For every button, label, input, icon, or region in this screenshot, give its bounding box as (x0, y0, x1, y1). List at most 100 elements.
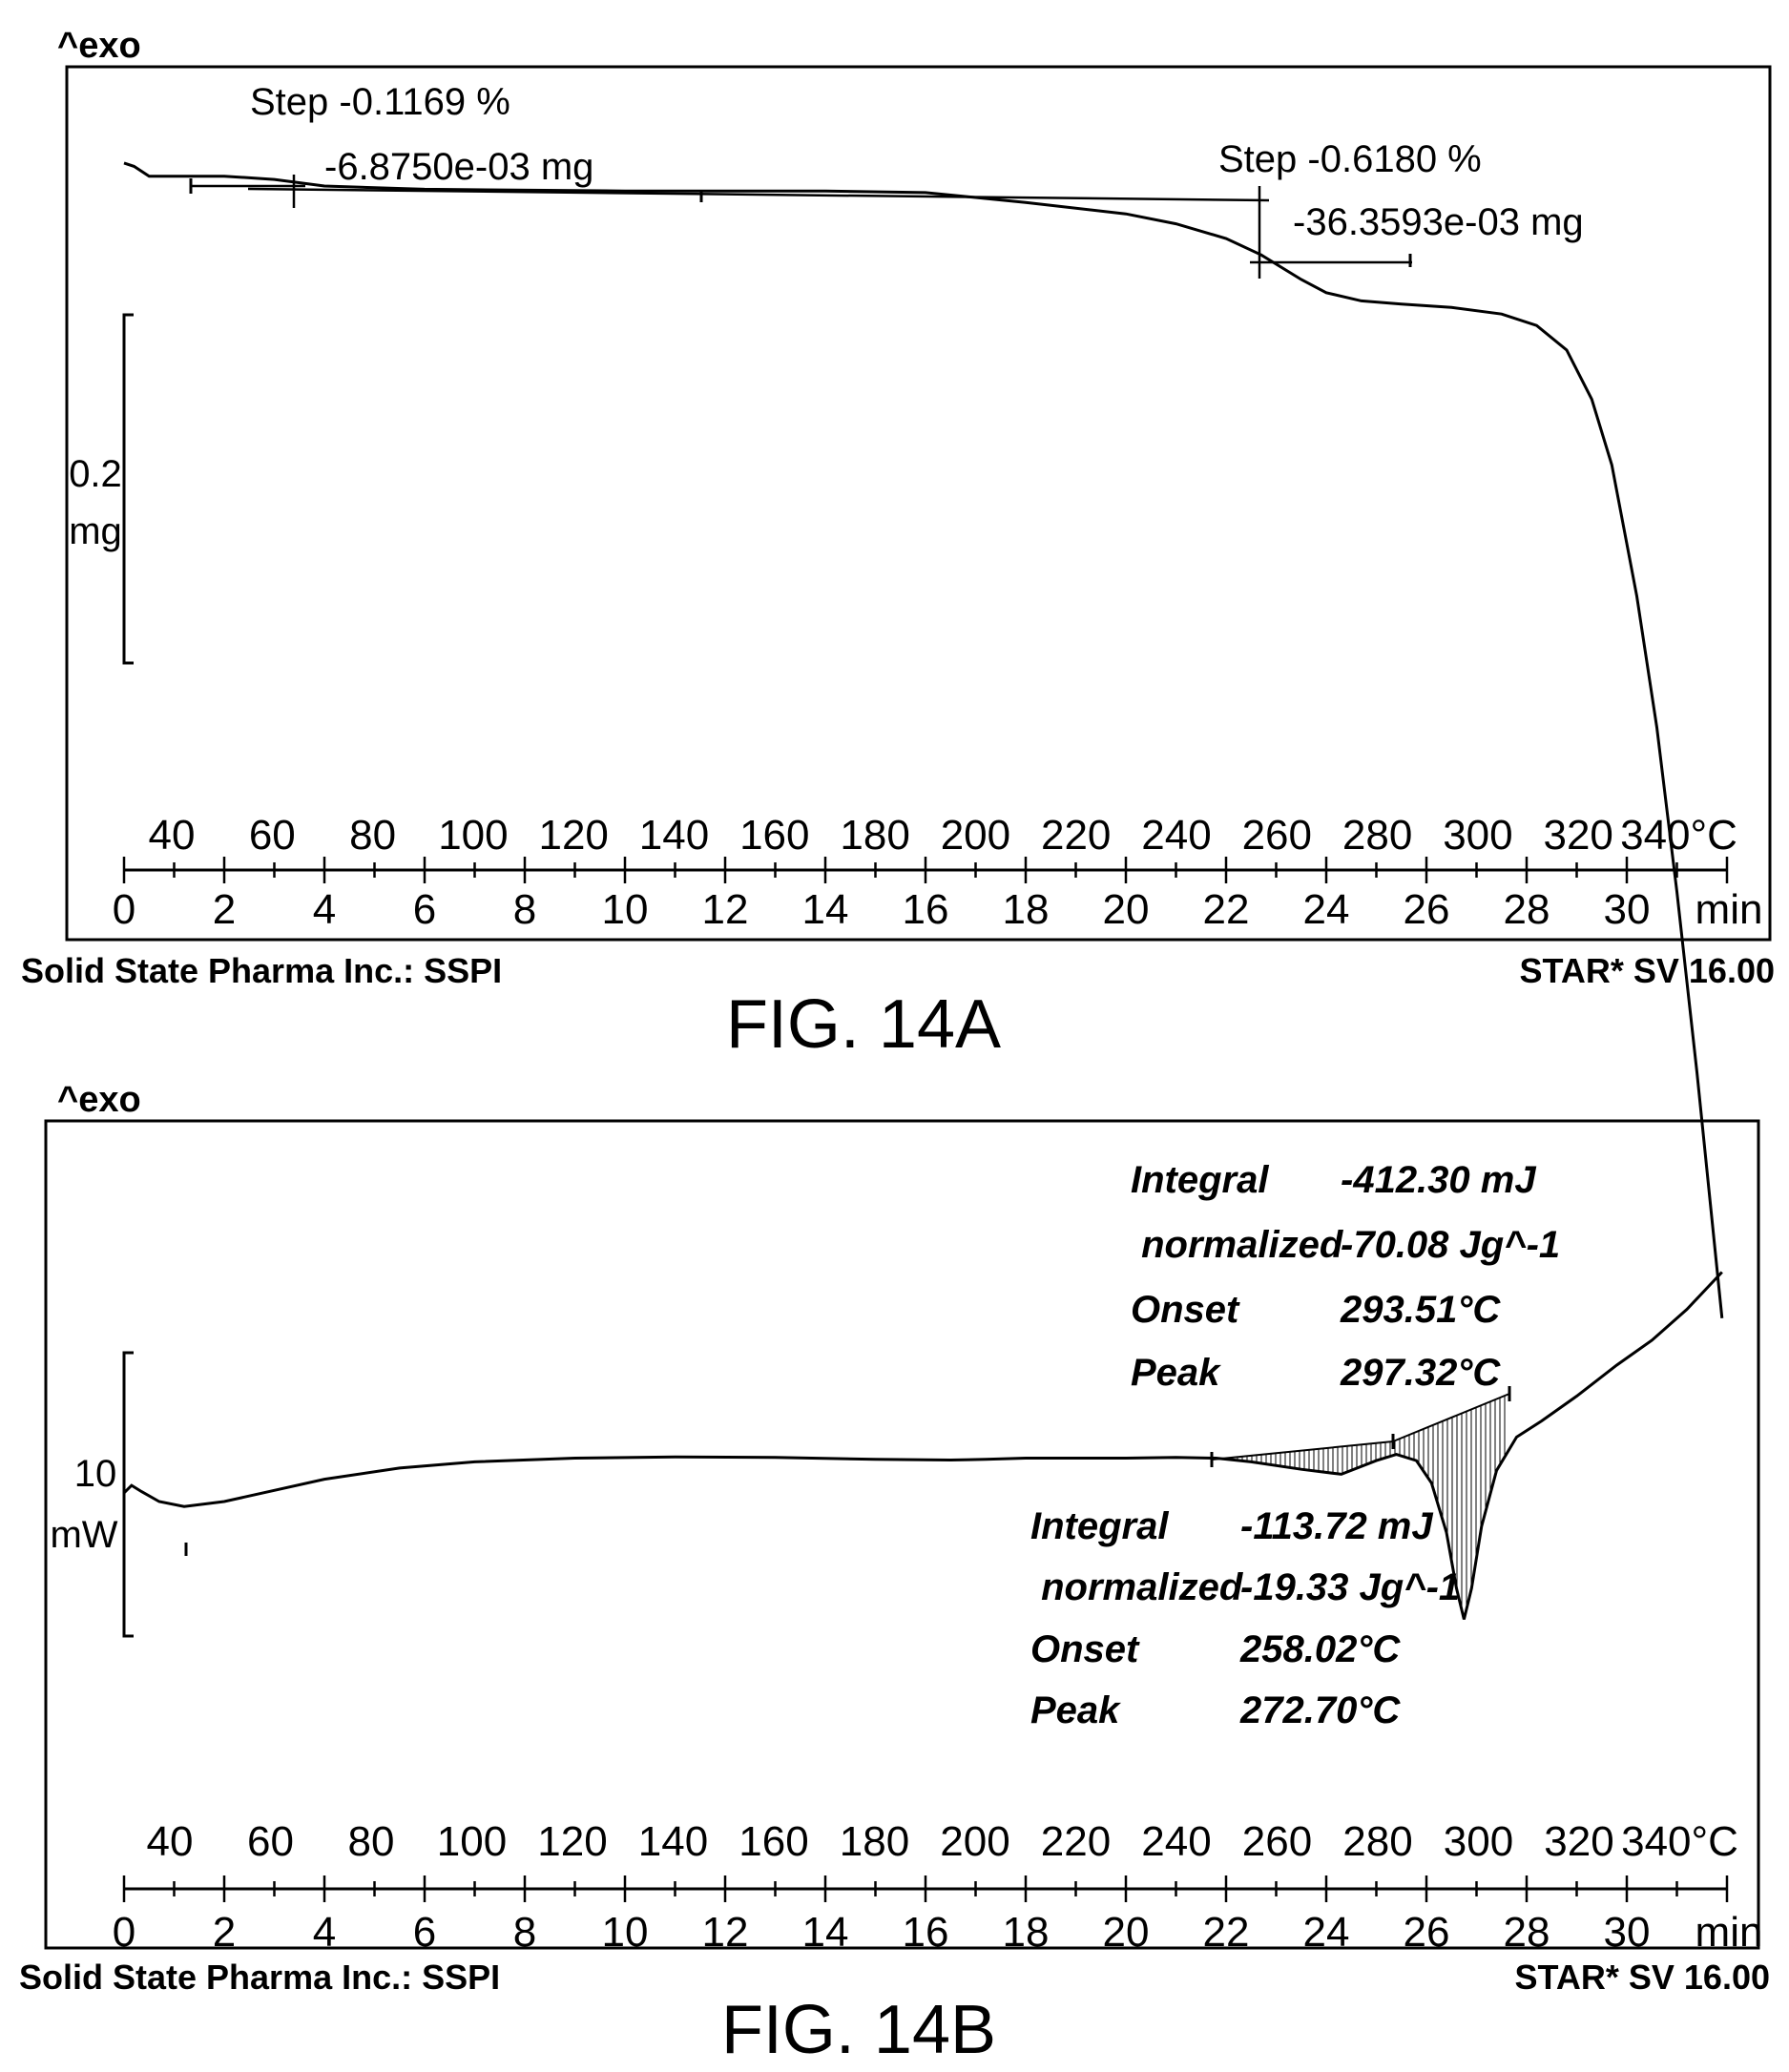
step-construction-lines-a (191, 175, 1412, 279)
a-time-tick-label: 16 (903, 886, 949, 933)
integration-limit-markers-a (189, 178, 1412, 267)
b-time-tick-label: 6 (413, 1909, 436, 1956)
b-temp-tick-label: 160 (738, 1818, 808, 1865)
b-time-tick-label: 12 (702, 1909, 749, 1956)
scale-bar-a: 0.2 mg (69, 313, 134, 665)
b-temp-tick-label: 320 (1544, 1818, 1613, 1865)
footer-left-b: Solid State Pharma Inc.: SSPI (19, 1958, 500, 1997)
b-temp-tick-label: 180 (840, 1818, 909, 1865)
peak-2-onset-value: 258.02°C (1239, 1628, 1401, 1670)
a-temp-tick-label: 40 (149, 812, 196, 859)
chart-14a: ^exo 0.2 mg Step -0.1169 % -6.8750e-03 m… (21, 26, 1775, 1318)
plot-frame-b (44, 1119, 1760, 1950)
footer-right-b: STAR* SV 16.00 (1515, 1958, 1770, 1997)
a-time-tick-label: 22 (1203, 886, 1250, 933)
a-time-tick-label: 18 (1003, 886, 1050, 933)
peak-1-onset-label: Onset (1131, 1289, 1240, 1331)
footer-left-a: Solid State Pharma Inc.: SSPI (21, 951, 502, 990)
b-time-tick-label: 4 (313, 1909, 336, 1956)
chart-14b: ^exo 10 mW Integral -412.30 mJ normalize (19, 1080, 1770, 2068)
a-time-tick-label: 26 (1404, 886, 1450, 933)
b-temp-tick-label: 200 (940, 1818, 1009, 1865)
a-temp-tick-label: 240 (1141, 812, 1211, 859)
a-temp-tick-label: 180 (840, 812, 909, 859)
a-temp-tick-label: 220 (1041, 812, 1111, 859)
b-temp-tick-label: 120 (537, 1818, 607, 1865)
a-temp-tick-label: 140 (639, 812, 709, 859)
step-annotation-2: Step -0.6180 % -36.3593e-03 mg (1218, 138, 1584, 243)
b-temp-tick-label: 220 (1041, 1818, 1111, 1865)
integration-limit-markers-b (184, 1386, 1511, 1556)
b-time-tick-label: min (1695, 1909, 1763, 1956)
peak-1-peak-value: 297.32°C (1340, 1352, 1501, 1394)
step-annotation-1-percent: Step -0.1169 % (250, 81, 510, 123)
b-time-tick-label: 14 (802, 1909, 849, 1956)
b-time-tick-label: 18 (1003, 1909, 1050, 1956)
b-time-tick-label: 24 (1303, 1909, 1350, 1956)
scale-bar-value-b: 10 (74, 1453, 117, 1495)
step-annotation-1: Step -0.1169 % -6.8750e-03 mg (250, 81, 593, 188)
b-time-tick-label: 8 (513, 1909, 536, 1956)
scale-bar-b: 10 mW (50, 1351, 134, 1638)
a-time-tick-label: min (1695, 886, 1763, 933)
a-time-tick-label: 28 (1504, 886, 1550, 933)
peak-2-onset-label: Onset (1030, 1628, 1140, 1670)
peak-1-normalized-label: normalized (1131, 1224, 1344, 1266)
b-time-tick-label: 22 (1203, 1909, 1250, 1956)
b-temp-tick-label: 340°C (1621, 1818, 1738, 1865)
tga-curve (123, 161, 1724, 1318)
footer-right-a: STAR* SV 16.00 (1520, 951, 1775, 990)
peak-1-peak-label: Peak (1131, 1352, 1221, 1394)
a-temp-tick-label: 60 (249, 812, 296, 859)
a-temp-tick-label: 80 (349, 812, 396, 859)
b-temp-tick-label: 60 (247, 1818, 294, 1865)
a-time-tick-label: 20 (1103, 886, 1150, 933)
peak-1-integral-value: -412.30 mJ (1341, 1159, 1536, 1201)
exo-marker-a: ^exo (57, 26, 141, 66)
exo-marker-b: ^exo (57, 1080, 141, 1120)
b-time-tick-label: 2 (213, 1909, 236, 1956)
integration-baselines (1211, 1393, 1510, 1461)
scale-bar-value-a: 0.2 (69, 453, 122, 495)
plot-frame-a (65, 65, 1772, 942)
b-time-tick-label: 28 (1504, 1909, 1550, 1956)
peak-2-normalized-label: normalized (1030, 1566, 1244, 1608)
a-temp-tick-label: 120 (538, 812, 608, 859)
dsc-curve (122, 1271, 1723, 1620)
b-time-tick-label: 30 (1604, 1909, 1651, 1956)
scale-bar-unit-b: mW (50, 1514, 117, 1556)
a-time-tick-label: 30 (1604, 886, 1651, 933)
b-time-tick-label: 20 (1103, 1909, 1150, 1956)
a-temp-tick-label: 200 (941, 812, 1010, 859)
b-temp-tick-label: 80 (348, 1818, 395, 1865)
peak-2-peak-label: Peak (1030, 1689, 1121, 1731)
b-time-tick-label: 16 (903, 1909, 949, 1956)
a-time-tick-label: 24 (1303, 886, 1350, 933)
peak-2-integral-label: Integral (1030, 1505, 1169, 1547)
b-temp-tick-label: 280 (1342, 1818, 1412, 1865)
integration-hatching (1227, 1396, 1506, 1610)
peak-annotation-2: Integral -113.72 mJ normalized -19.33 Jg… (1030, 1505, 1460, 1731)
b-temp-tick-label: 40 (147, 1818, 194, 1865)
b-temp-tick-label: 140 (638, 1818, 708, 1865)
b-time-tick-label: 26 (1404, 1909, 1450, 1956)
figure-label-b: FIG. 14B (721, 1992, 996, 2068)
a-temp-tick-label: 340°C (1620, 812, 1737, 859)
a-temp-tick-label: 160 (739, 812, 809, 859)
b-temp-tick-label: 300 (1444, 1818, 1513, 1865)
a-time-tick-label: 12 (702, 886, 749, 933)
a-time-tick-label: 10 (602, 886, 649, 933)
a-temp-tick-label: 300 (1443, 812, 1512, 859)
a-time-tick-label: 6 (413, 886, 436, 933)
b-temp-tick-label: 260 (1242, 1818, 1312, 1865)
figure-label-a: FIG. 14A (726, 986, 1001, 1063)
peak-1-onset-value: 293.51°C (1340, 1289, 1501, 1331)
peak-2-integral-value: -113.72 mJ (1240, 1505, 1433, 1547)
peak-1-normalized-value: -70.08 Jg^-1 (1341, 1224, 1560, 1266)
scale-bar-unit-a: mg (69, 510, 122, 552)
b-temp-tick-label: 100 (437, 1818, 507, 1865)
a-temp-tick-label: 320 (1543, 812, 1612, 859)
step-annotation-2-percent: Step -0.6180 % (1218, 138, 1482, 180)
